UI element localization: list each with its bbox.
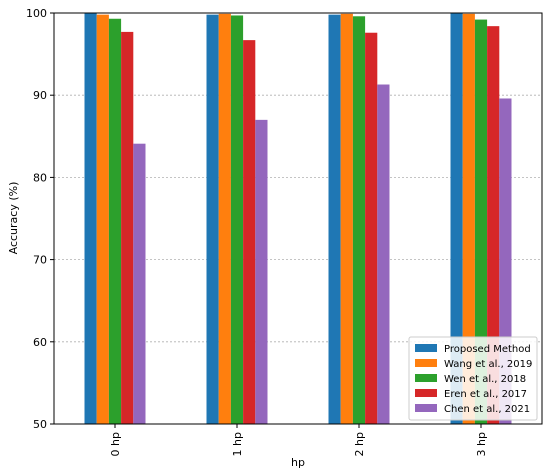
bar: [243, 40, 256, 424]
y-tick-label: 100: [26, 7, 47, 20]
y-tick-label: 70: [33, 254, 47, 267]
x-tick-label: 0 hp: [109, 432, 122, 456]
legend-entry: Chen et al., 2021: [444, 404, 530, 415]
bar: [450, 13, 463, 424]
bar: [206, 14, 219, 424]
bar: [352, 16, 366, 425]
bar: [84, 13, 97, 424]
y-tick-label: 90: [33, 89, 47, 102]
bar: [340, 13, 353, 425]
legend-entry: Proposed Method: [444, 344, 531, 355]
legend-entry: Wang et al., 2019: [444, 359, 532, 370]
legend-swatch: [415, 389, 437, 397]
y-tick-label: 50: [33, 418, 47, 431]
bar: [377, 84, 390, 424]
y-tick-label: 60: [33, 336, 47, 349]
y-tick-label: 80: [33, 171, 47, 184]
bar: [96, 14, 109, 424]
bar: [133, 143, 146, 424]
legend-entry: Wen et al., 2018: [444, 374, 526, 385]
y-axis-label: Accuracy (%): [7, 182, 20, 255]
bar: [328, 14, 341, 424]
x-tick-label: 1 hp: [231, 432, 244, 456]
y-axis-ticks: 50 60 70 80 90 100: [26, 7, 54, 431]
bar: [218, 13, 231, 425]
bar: [121, 31, 134, 424]
x-axis-ticks: 0 hp 1 hp 2 hp 3 hp: [109, 424, 488, 456]
bar: [255, 119, 268, 425]
legend-swatch: [415, 404, 437, 412]
x-axis-label: hp: [291, 456, 305, 469]
bar-marks: [84, 13, 512, 425]
legend-entry: Eren et al., 2017: [444, 389, 527, 400]
legend: Proposed Method Wang et al., 2019 Wen et a…: [408, 336, 538, 421]
legend-box: [408, 336, 538, 421]
legend-swatch: [415, 344, 437, 352]
bar: [365, 32, 378, 425]
bar: [462, 13, 475, 425]
plot-frame: [53, 12, 543, 425]
x-tick-label: 3 hp: [475, 432, 488, 456]
bar: [487, 26, 500, 424]
x-tick-label: 2 hp: [353, 432, 366, 456]
bar: [474, 19, 488, 425]
legend-swatch: [415, 374, 437, 382]
bar: [230, 15, 244, 424]
legend-swatch: [415, 359, 437, 367]
bar: [108, 18, 122, 425]
